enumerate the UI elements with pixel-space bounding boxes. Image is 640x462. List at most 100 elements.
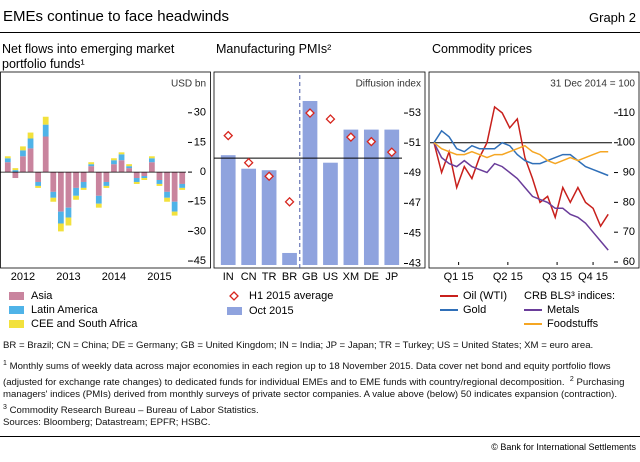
bar-segment: [118, 154, 125, 161]
legend-swatch: [9, 306, 24, 314]
bar-segment: [95, 195, 102, 204]
bar-segment: [148, 158, 155, 163]
bar-segment: [27, 132, 34, 139]
legend-swatch: [9, 320, 24, 328]
panel-title: Manufacturing PMIs²: [216, 42, 332, 56]
x-tick-label: TR: [262, 271, 277, 283]
abbreviations: BR = Brazil; CN = China; DE = Germany; G…: [3, 340, 594, 351]
bar-segment: [164, 197, 170, 202]
y-tick-label: 53: [409, 107, 421, 119]
bar-segment: [111, 158, 117, 161]
bar-segment: [65, 207, 72, 218]
bar-segment: [42, 124, 49, 137]
footnote: Monthly sums of weekly data across major…: [3, 361, 611, 388]
graph-label: Graph 2: [589, 10, 636, 25]
line-series: [433, 129, 609, 177]
y-tick-label: 15: [194, 136, 206, 148]
x-tick-label: 2015: [147, 271, 171, 283]
y-tick-label: 60: [623, 256, 635, 268]
bar-segment: [4, 156, 11, 159]
y-tick-label: -15: [190, 196, 206, 208]
bar-segment: [12, 172, 19, 179]
x-tick-label: 2013: [56, 271, 80, 283]
y-tick-label: -30: [190, 225, 206, 237]
panel-title: Net flows into emerging market portfolio…: [2, 42, 175, 71]
diamond-marker: [223, 130, 234, 141]
bar-segment: [80, 172, 87, 182]
bar-segment: [141, 178, 148, 180]
bar: [241, 168, 257, 265]
bar-segment: [171, 201, 178, 212]
diamond-marker: [243, 157, 254, 168]
bar-segment: [118, 152, 125, 155]
y-tick-label: 100: [617, 137, 635, 149]
bar-segment: [103, 185, 110, 188]
y-tick-label: 80: [623, 196, 635, 208]
bar-segment: [111, 160, 117, 165]
bar-segment: [42, 136, 49, 173]
bar-segment: [156, 183, 163, 186]
bar-segment: [95, 203, 102, 208]
y-tick-label: 45: [409, 227, 421, 239]
bar: [261, 170, 277, 265]
bar-segment: [88, 162, 95, 165]
bar: [302, 101, 318, 265]
footnote: Commodity Research Bureau – Bureau of La…: [9, 405, 259, 417]
bar-segment: [57, 172, 64, 212]
legend-label: Asia: [31, 290, 53, 302]
bar-segment: [57, 223, 64, 232]
unit-label: 31 Dec 2014 = 100: [550, 79, 635, 90]
diamond-marker: [386, 147, 397, 158]
line-series: [433, 105, 609, 228]
bar-segment: [80, 187, 87, 190]
line-series: [433, 142, 609, 165]
y-tick-label: 30: [194, 107, 206, 119]
bar-segment: [12, 170, 19, 173]
diamond-marker: [264, 171, 275, 182]
bar: [343, 129, 359, 265]
bottom-rule: [0, 436, 640, 437]
bar-segment: [35, 185, 42, 188]
unit-label: USD bn: [171, 79, 206, 90]
x-tick-label: Q1 15: [444, 271, 474, 283]
unit-label: Diffusion index: [356, 79, 421, 90]
x-tick-label: 2012: [11, 271, 35, 283]
line-series: [433, 142, 609, 251]
diamond-marker: [325, 114, 336, 124]
footnote-marker: 1: [3, 360, 7, 367]
bar: [282, 252, 297, 265]
x-tick-label: 2014: [102, 271, 126, 283]
bar-segment: [73, 187, 79, 196]
bar-segment: [141, 172, 148, 177]
bar-segment: [12, 168, 19, 171]
diamond-marker: [366, 136, 377, 147]
bar: [220, 155, 236, 265]
y-tick-label: 49: [409, 167, 421, 179]
bar-segment: [118, 160, 125, 173]
bar: [363, 129, 379, 265]
charts: USD bn 30 15 0 -15 -30 -45 2012 2013 2014 2015 Asia…: [0, 71, 640, 330]
bar-segment: [20, 156, 26, 173]
bar-segment: [57, 211, 64, 224]
legend-swatch: [227, 307, 242, 315]
legend-label: Metals: [547, 304, 580, 316]
bar-segment: [27, 148, 34, 173]
bar-segment: [171, 172, 178, 202]
diamond-marker: [305, 108, 315, 118]
legend-group-label: CRB BLS³ indices:: [524, 290, 615, 302]
legend-label: H1 2015 average: [249, 290, 333, 302]
y-tick-label: 43: [409, 257, 421, 269]
title-rule: [0, 32, 640, 33]
x-tick-label: US: [323, 271, 338, 283]
bar-segment: [35, 172, 42, 182]
bar-segment: [133, 181, 140, 184]
bar: [384, 129, 400, 265]
x-tick-label: Q3 15: [542, 271, 572, 283]
sources: Sources: Bloomberg; Datastream; EPFR; HS…: [3, 417, 211, 428]
legend-label: Foodstuffs: [547, 318, 599, 330]
bar: [323, 162, 338, 265]
diamond-marker: [345, 132, 356, 143]
x-tick-label: JP: [385, 271, 398, 283]
bar-segment: [80, 181, 87, 188]
y-tick-label: 70: [623, 226, 635, 238]
